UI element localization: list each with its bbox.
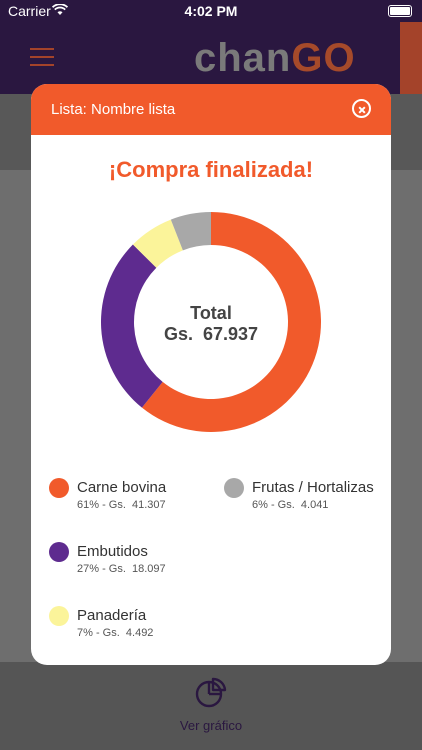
legend-detail: 7% - Gs. 4.492 — [77, 627, 154, 639]
legend-detail: 6% - Gs. 4.041 — [252, 499, 329, 511]
menu-icon[interactable] — [30, 48, 54, 66]
battery-icon — [388, 5, 412, 17]
brand-logo: chanGO — [194, 36, 356, 80]
wifi-icon — [51, 3, 69, 19]
donut-slice-frutas-hortalizas — [170, 212, 211, 251]
ver-grafico-button[interactable]: Ver gráfico — [179, 718, 243, 733]
legend-label: Panadería — [77, 607, 147, 624]
modal-header: Lista: Nombre lista — [31, 84, 391, 135]
header-accent — [400, 22, 422, 94]
legend-item: Frutas / Hortalizas 6% - Gs. 4.041 — [224, 478, 391, 518]
legend-item: Carne bovina 61% - Gs. 41.307 — [49, 478, 219, 518]
legend-item: Panadería 7% - Gs. 4.492 — [49, 606, 219, 646]
purchase-summary-modal: Lista: Nombre lista ¡Compra finalizada! … — [31, 84, 391, 665]
pie-chart-icon[interactable] — [194, 676, 228, 710]
legend-swatch — [49, 478, 69, 498]
legend-detail: 27% - Gs. 18.097 — [77, 563, 166, 575]
donut-slice-embutidos — [101, 244, 163, 408]
app-header: chanGO — [0, 22, 422, 94]
carrier-label: Carrier — [8, 3, 51, 19]
donut-chart — [101, 212, 321, 432]
legend-swatch — [49, 606, 69, 626]
clock: 4:02 PM — [184, 3, 238, 19]
legend-label: Carne bovina — [77, 479, 167, 496]
total-label: Total — [190, 303, 232, 323]
legend-item: Embutidos 27% - Gs. 18.097 — [49, 542, 219, 582]
donut-slice-carne-bovina — [141, 212, 321, 432]
total-value: Gs. 67.937 — [163, 324, 259, 344]
legend-label: Embutidos — [77, 543, 148, 560]
legend-label: Frutas / Hortalizas — [252, 479, 374, 496]
modal-title: Lista: Nombre lista — [51, 101, 176, 118]
legend-swatch — [224, 478, 244, 498]
purchase-complete-heading: ¡Compra finalizada! — [108, 157, 314, 182]
close-icon[interactable] — [352, 99, 371, 118]
donut-slice-panader-a — [132, 219, 183, 268]
legend-detail: 61% - Gs. 41.307 — [77, 499, 166, 511]
legend-swatch — [49, 542, 69, 562]
status-bar: Carrier 4:02 PM — [0, 0, 422, 22]
